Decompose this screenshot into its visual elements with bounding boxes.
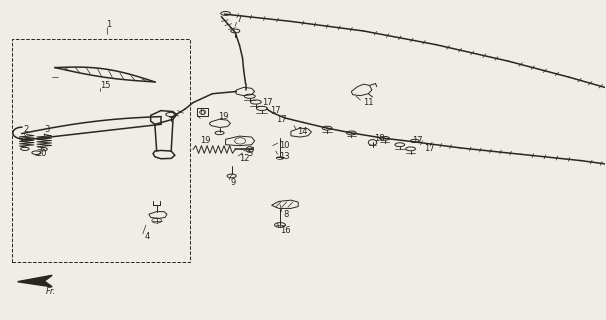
- Text: 4: 4: [145, 232, 150, 241]
- Text: 6: 6: [199, 108, 204, 117]
- Text: 13: 13: [279, 152, 290, 161]
- Text: 7: 7: [236, 15, 242, 24]
- Text: 9: 9: [230, 178, 236, 187]
- Text: 19: 19: [218, 113, 229, 122]
- Polygon shape: [18, 275, 52, 287]
- Text: 10: 10: [279, 141, 289, 150]
- Bar: [12, 39, 190, 262]
- Text: 16: 16: [280, 226, 291, 235]
- Text: 20: 20: [36, 149, 47, 158]
- Text: 11: 11: [364, 98, 374, 107]
- Text: 8: 8: [284, 210, 289, 219]
- Text: Fr.: Fr.: [46, 287, 56, 296]
- Text: 17: 17: [276, 115, 287, 124]
- Text: 3: 3: [44, 125, 50, 134]
- Text: 12: 12: [239, 154, 250, 163]
- Text: 17: 17: [424, 144, 435, 153]
- Text: 14: 14: [297, 127, 307, 136]
- Text: 1: 1: [107, 20, 112, 29]
- Text: 17: 17: [270, 106, 281, 115]
- Text: 15: 15: [101, 81, 111, 90]
- Text: 5: 5: [247, 149, 253, 158]
- Text: 17: 17: [412, 136, 422, 145]
- Text: 18: 18: [375, 134, 385, 143]
- Text: 17: 17: [262, 98, 273, 107]
- Text: 19: 19: [200, 136, 211, 145]
- Bar: [197, 108, 208, 116]
- Text: 2: 2: [24, 125, 29, 134]
